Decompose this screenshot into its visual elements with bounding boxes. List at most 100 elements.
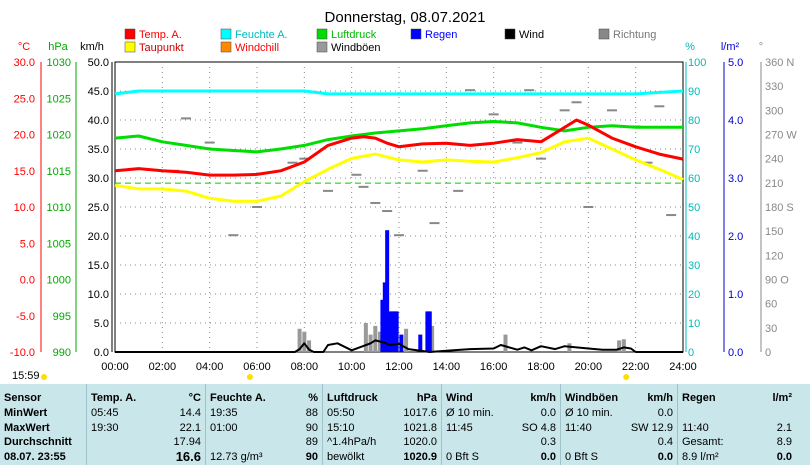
legend-label-3: Regen [425,29,457,41]
x-tick-1: 02:00 [149,361,177,373]
rain-header-unit: l/m² [772,392,792,404]
humidity-tick-6: 40 [688,231,700,243]
direction-point-24 [204,141,215,144]
gust-current-value: 0.0 [657,450,673,463]
pressure-tick-8: 990 [53,347,71,359]
legend-label-2: Luftdruck [331,29,377,41]
direction-point-1 [299,157,310,160]
x-axis: 00:00 02:00 04:00 06:00 08:00 10:00 12:00 14:00… [101,361,697,373]
sensor-column: Sensor MinWert MaxWert Durchschnitt 08.0… [0,384,87,465]
direction-point-27 [181,117,191,120]
pressure-tick-2: 1020 [47,130,71,142]
press-trend: ^1.4hPa/h [327,436,377,448]
press-max-time: 15:10 [327,421,355,434]
wind-bft: 0 Bft S [446,450,480,463]
humid-min-value: 88 [305,407,318,419]
legend-swatch-5 [598,28,610,40]
legend-swatch-8 [316,41,328,53]
wind-tick-9: 5.0 [94,318,109,330]
direction-point-25 [228,234,239,237]
wind-tick-10: 0.0 [94,347,109,359]
press-header: Luftdruck [327,392,378,404]
direction-point-14 [524,89,535,92]
sun-markers [41,374,630,380]
direction-tick-3: 270 W [765,130,797,142]
press-current-value: 1020.9 [403,450,437,463]
series-lines [114,89,684,353]
legend-swatch-4 [504,28,516,40]
direction-tick-12: 0 [765,347,771,359]
pressure-unit: hPa [48,41,68,53]
humidity-unit: % [685,41,695,53]
direction-tick-1: 330 [765,81,783,93]
humidity-tick-2: 80 [688,115,700,127]
humid-min-time: 19:35 [210,407,238,419]
direction-point-10 [453,189,464,192]
humidity-tick-0: 100 [688,57,706,69]
axis-units: °C hPa km/h % l/m² ° [18,41,763,53]
direction-point-9 [429,222,440,225]
temp-tick-4: 10.0 [14,202,35,214]
y-axes: 30.025.020.015.010.05.00.0-5.0-10.010301… [10,57,797,359]
direction-point-13 [512,141,523,144]
legend-swatch-3 [410,28,422,40]
direction-tick-4: 240 [765,154,783,166]
direction-point-4 [358,185,369,188]
gust-avg-value: 0.4 [657,436,673,448]
direction-tick-10: 60 [765,299,777,311]
rain-total-label: Gesamt: [682,436,724,448]
temp-tick-1: 25.0 [14,93,35,105]
direction-point-11 [465,89,475,92]
direction-tick-9: 90 O [765,275,789,287]
series-line-feuchtea [114,89,684,96]
legend-label-6: Taupunkt [139,42,184,54]
pressure-tick-6: 1000 [47,275,71,287]
legend-swatch-0 [124,28,136,40]
rain-bar-10 [427,311,432,352]
direction-point-8 [417,169,428,172]
temp-avg-value: 17.94 [173,436,201,448]
wind-tick-7: 15.0 [88,260,109,272]
gust-bft: 0 Bft S [565,450,599,463]
direction-tick-8: 120 [765,250,783,262]
gust-avg10-value: 0.0 [657,407,673,419]
direction-unit: ° [759,41,763,53]
humid-header-unit: % [308,392,318,404]
humidity-tick-8: 20 [688,289,700,301]
gust-max-time: 11:40 [565,421,592,434]
gust-bar-0 [297,328,302,352]
series-line-luftdruck [114,120,683,154]
press-min-value: 1017.6 [403,407,437,419]
x-tick-5: 10:00 [338,361,366,373]
wind-tick-1: 45.0 [88,86,109,98]
temp-max-time: 19:30 [91,421,119,434]
rain-bar-9 [425,311,430,352]
gust-max-value: SW 12.9 [630,421,673,434]
temp-header-unit: °C [188,392,201,404]
wind-header: Wind [446,392,473,404]
press-header-unit: hPa [416,392,437,404]
rain-bar-6 [394,311,399,352]
wind-tick-8: 10.0 [88,289,109,301]
temp-unit: °C [18,41,30,53]
temp-min-value: 14.4 [179,407,201,419]
x-tick-0: 00:00 [101,361,129,373]
gust-bar-12 [621,339,626,352]
wind-tick-4: 30.0 [88,173,109,185]
direction-point-3 [351,173,362,176]
x-tick-7: 14:00 [433,361,461,373]
press-max-value: 1021.8 [403,421,437,434]
temp-min-time: 05:45 [91,407,119,419]
rain-tick-2: 3.0 [728,173,743,185]
chart-title: Donnerstag, 08.07.2021 [325,9,486,26]
sensor-row-0: MinWert [4,407,48,419]
rain-current-value: 0.0 [776,450,792,463]
sunrise-marker [246,374,253,380]
direction-point-21 [642,161,653,164]
legend-swatch-6 [124,41,136,53]
gust-bar-1 [302,331,307,352]
gust-bar-7 [404,328,409,352]
sensor-header: Sensor [4,392,42,404]
x-tick-8: 16:00 [480,361,508,373]
direction-point-16 [559,109,570,112]
